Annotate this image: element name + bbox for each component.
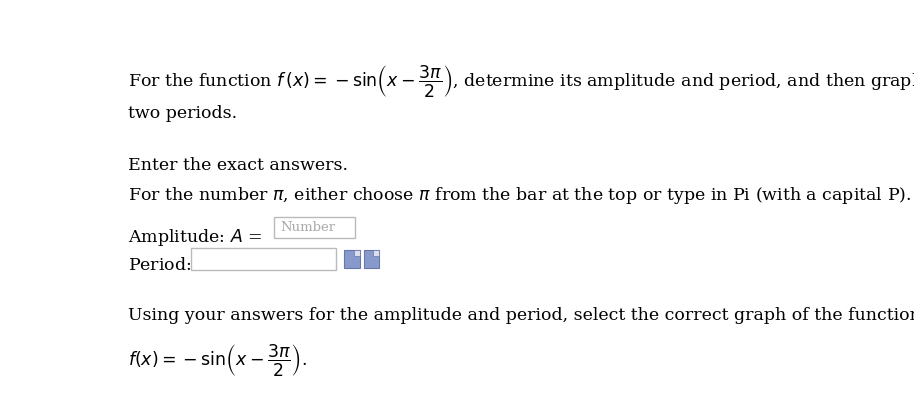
Text: Period: $P$ =: Period: $P$ = — [128, 257, 228, 274]
Text: Using your answers for the amplitude and period, select the correct graph of the: Using your answers for the amplitude and… — [128, 307, 914, 324]
Text: Enter the exact answers.: Enter the exact answers. — [128, 157, 348, 174]
Text: For the number $\pi$, either choose $\pi$ from the bar at the top or type in Pi : For the number $\pi$, either choose $\pi… — [128, 185, 912, 206]
FancyBboxPatch shape — [354, 250, 360, 256]
FancyBboxPatch shape — [364, 250, 379, 267]
Text: $f(x) = -\sin\!\left(x - \dfrac{3\pi}{2}\right)$.: $f(x) = -\sin\!\left(x - \dfrac{3\pi}{2}… — [128, 342, 307, 378]
Text: For the function $f\,(x) = -\sin\!\left(x - \dfrac{3\pi}{2}\right)$, determine i: For the function $f\,(x) = -\sin\!\left(… — [128, 63, 914, 99]
FancyBboxPatch shape — [345, 250, 360, 267]
Text: Number: Number — [281, 221, 335, 234]
FancyBboxPatch shape — [373, 250, 379, 256]
Text: Amplitude: $A$ =: Amplitude: $A$ = — [128, 228, 263, 248]
FancyBboxPatch shape — [273, 217, 356, 239]
FancyBboxPatch shape — [191, 248, 336, 270]
Text: two periods.: two periods. — [128, 105, 238, 122]
